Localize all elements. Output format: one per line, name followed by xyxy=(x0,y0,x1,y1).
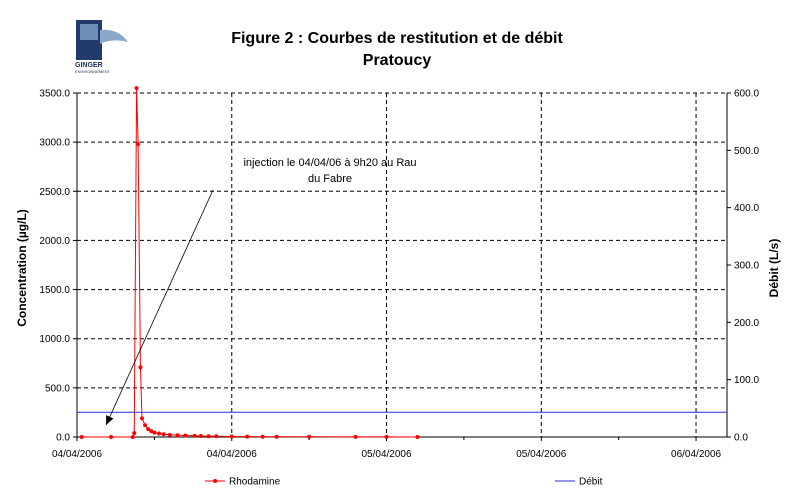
chart-subtitle: Pratoucy xyxy=(363,52,432,69)
annotation-arrowhead-icon xyxy=(106,415,114,425)
logo-inner-icon xyxy=(80,24,98,40)
data-point xyxy=(353,434,358,439)
data-point xyxy=(274,434,279,439)
data-point xyxy=(157,431,162,436)
series-layer xyxy=(77,86,727,439)
ginger-logo: GINGER ENVIRONNEMENT xyxy=(75,20,128,74)
axes xyxy=(73,92,731,441)
y2-tick-label: 200.0 xyxy=(734,318,759,329)
annotation-arrow-line xyxy=(105,189,214,426)
data-point xyxy=(245,434,250,439)
y-tick-label: 0.0 xyxy=(56,433,70,444)
x-tick-label: 05/04/2006 xyxy=(361,449,411,460)
data-point xyxy=(143,423,148,428)
y2-tick-label: 600.0 xyxy=(734,89,759,100)
data-point xyxy=(167,432,172,437)
logo-line2: ENVIRONNEMENT xyxy=(75,69,111,74)
data-point xyxy=(307,434,312,439)
y2-tick-label: 300.0 xyxy=(734,261,759,272)
y2-axis-title: Débit (L/s) xyxy=(767,239,781,298)
logo-swoosh-icon xyxy=(100,29,128,44)
data-point xyxy=(229,434,234,439)
x-tick-label: 04/04/2006 xyxy=(207,449,257,460)
y-tick-label: 1500.0 xyxy=(39,285,70,296)
grid xyxy=(77,92,727,437)
x-tick-label: 06/04/2006 xyxy=(671,449,721,460)
data-point xyxy=(130,435,135,439)
data-point xyxy=(109,435,114,439)
data-point xyxy=(132,431,137,436)
y-tick-label: 2000.0 xyxy=(39,236,70,247)
data-point xyxy=(136,142,141,147)
data-point xyxy=(161,432,166,437)
y-tick-label: 3500.0 xyxy=(39,89,70,100)
y-tick-label: 500.0 xyxy=(45,383,70,394)
series-line-rhodamine xyxy=(81,88,418,438)
data-point xyxy=(175,433,180,438)
y-tick-label: 2500.0 xyxy=(39,187,70,198)
y2-tick-label: 0.0 xyxy=(734,433,748,444)
data-point xyxy=(415,435,420,439)
y2-tick-label: 400.0 xyxy=(734,203,759,214)
data-point xyxy=(79,435,84,439)
data-point xyxy=(152,430,157,435)
legend-label-d-bit: Débit xyxy=(579,477,603,488)
logo-line1: GINGER xyxy=(75,62,103,69)
data-point xyxy=(384,434,389,439)
y2-ticks: 0.0 100.0 200.0 300.0 400.0 500.0 600.0 xyxy=(734,89,759,444)
data-point xyxy=(198,434,203,439)
data-point xyxy=(134,86,139,91)
y-tick-label: 1000.0 xyxy=(39,334,70,345)
y2-tick-label: 500.0 xyxy=(734,146,759,157)
annotation-text: injection le 04/04/06 à 9h20 au Rau du Fa… xyxy=(243,157,416,185)
chart-title: Figure 2 : Courbes de restitution et de … xyxy=(231,30,563,47)
x-tick-label: 04/04/2006 xyxy=(52,449,102,460)
annotation-line: injection le 04/04/06 à 9h20 au Rau xyxy=(243,157,416,169)
legend: Rhodamine Débit xyxy=(205,477,603,488)
y-ticks: 0.0 500.0 1000.0 1500.0 2000.0 2500.0 3000.0 35… xyxy=(39,89,70,444)
data-point xyxy=(146,427,151,432)
data-point xyxy=(140,416,144,421)
legend-label-rhodamine: Rhodamine xyxy=(229,477,281,488)
data-point xyxy=(260,434,265,439)
data-point xyxy=(183,433,188,438)
y2-tick-label: 100.0 xyxy=(734,375,759,386)
data-point xyxy=(192,433,197,438)
annotations: injection le 04/04/06 à 9h20 au Rau du Fa… xyxy=(105,157,417,426)
legend-marker-rhodamine xyxy=(213,479,217,483)
data-point xyxy=(138,365,143,370)
annotation-line: du Fabre xyxy=(308,173,352,185)
x-ticks: 04/04/2006 04/04/2006 05/04/2006 05/04/2006… xyxy=(52,449,722,460)
x-tick-label: 05/04/2006 xyxy=(516,449,566,460)
data-point xyxy=(206,434,211,439)
data-point xyxy=(149,429,154,434)
y-axis-title: Concentration (µg/L) xyxy=(15,209,29,327)
y-tick-label: 3000.0 xyxy=(39,138,70,149)
data-point xyxy=(214,434,219,439)
